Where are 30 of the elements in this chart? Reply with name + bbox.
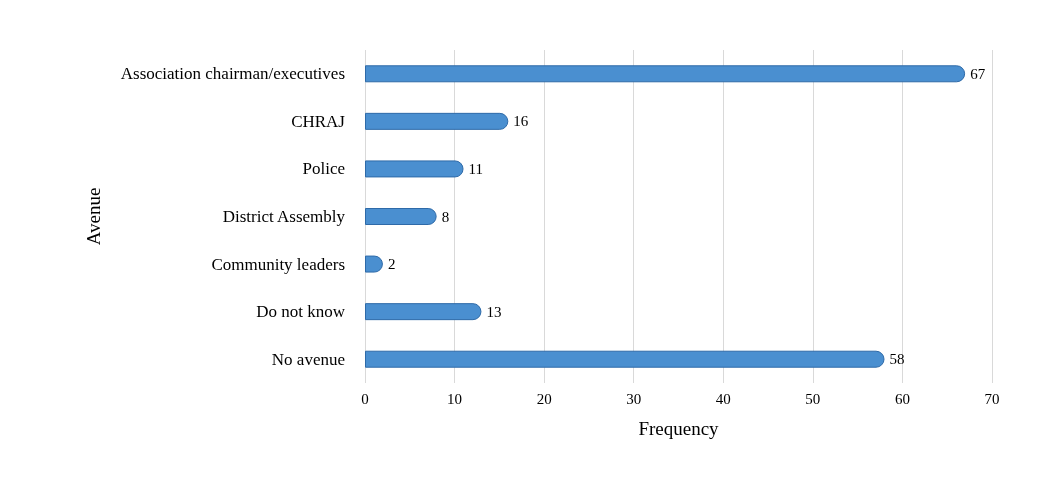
y-tick-label: CHRAJ xyxy=(291,111,346,131)
y-tick-label: No avenue xyxy=(271,349,345,369)
x-tick-label: 0 xyxy=(361,390,369,407)
y-tick-label: Community leaders xyxy=(211,254,345,274)
data-label: 58 xyxy=(889,351,905,368)
data-label: 67 xyxy=(970,65,986,82)
bar xyxy=(365,65,966,83)
x-tick-label: 60 xyxy=(894,390,910,407)
y-tick-label: Association chairman/executives xyxy=(120,64,345,84)
data-label: 16 xyxy=(513,113,529,130)
data-label: 11 xyxy=(468,160,483,177)
x-tick-label: 40 xyxy=(715,390,731,407)
x-tick-label: 20 xyxy=(536,390,552,407)
data-label: 13 xyxy=(486,303,502,320)
data-label: 2 xyxy=(387,256,396,273)
x-tick-label: 30 xyxy=(626,390,642,407)
y-tick-label: Police xyxy=(302,159,345,179)
bar xyxy=(365,160,464,178)
x-axis-title: Frequency xyxy=(638,418,720,439)
bar xyxy=(365,350,885,368)
data-label: 8 xyxy=(441,208,450,225)
bar xyxy=(365,208,437,225)
bar xyxy=(365,112,509,130)
y-axis-title: Avenue xyxy=(83,187,104,246)
x-tick-label: 10 xyxy=(447,390,463,407)
y-tick-label: Do not know xyxy=(256,302,346,322)
bar xyxy=(365,303,482,321)
y-tick-label: District Assembly xyxy=(222,207,346,226)
x-tick-label: 50 xyxy=(805,390,821,407)
x-tick-label: 70 xyxy=(984,390,1000,407)
